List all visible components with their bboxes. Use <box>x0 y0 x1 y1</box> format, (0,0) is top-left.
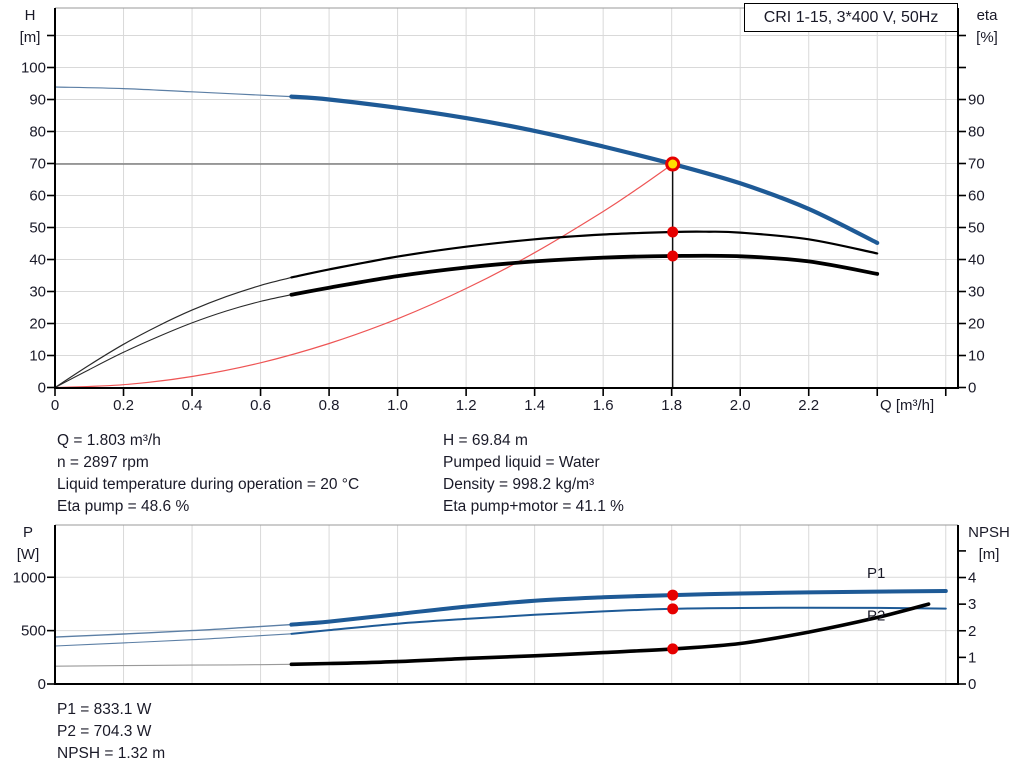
y-left-tick-label: 60 <box>29 188 46 205</box>
y-right-tick-label: 30 <box>968 284 985 301</box>
npsh-axis-title-line2: [m] <box>978 546 1000 563</box>
duty-value-dot <box>667 250 679 262</box>
y-right-tick-label: 0 <box>968 380 976 397</box>
p-axis-title-line1: P <box>22 524 33 541</box>
x-tick-label: 1.6 <box>593 397 614 414</box>
y-left-tick-label: 50 <box>29 220 46 237</box>
y-right-tick-label: 0 <box>968 676 976 693</box>
qh-eta-chart-curves <box>54 86 880 389</box>
eta-axis-title-line1: eta <box>976 7 998 24</box>
info-line-eta-pump: Eta pump = 48.6 % <box>57 498 190 515</box>
x-tick-label: 2.0 <box>730 397 751 414</box>
eta-axis-title: eta [%] <box>962 5 1012 49</box>
x-tick-label: 1.2 <box>456 397 477 414</box>
x-tick-label: 1.4 <box>524 397 545 414</box>
y-right-tick-label: 50 <box>968 220 985 237</box>
y-right-tick-label: 1 <box>968 649 976 666</box>
duty-value-dot <box>667 589 679 601</box>
info-line-liquid: Pumped liquid = Water <box>443 454 600 471</box>
y-right-tick-label: 4 <box>968 570 976 587</box>
duty-point-marker <box>665 156 681 172</box>
y-left-tick-label: 1000 <box>13 569 46 586</box>
chart-title: CRI 1-15, 3*400 V, 50Hz <box>763 8 939 26</box>
y-left-tick-label: 20 <box>29 316 46 333</box>
y-right-tick-label: 2 <box>968 623 976 640</box>
y-right-tick-label: 60 <box>968 188 985 205</box>
y-right-tick-label: 3 <box>968 596 976 613</box>
info-line-eta-total: Eta pump+motor = 41.1 % <box>443 498 624 515</box>
y-left-tick-label: 30 <box>29 284 46 301</box>
qh-eta-chart-markers <box>665 156 681 262</box>
y-right-tick-label: 20 <box>968 316 985 333</box>
y-left-tick-label: 500 <box>21 623 46 640</box>
info-line-h: H = 69.84 m <box>443 432 528 449</box>
info-line-n: n = 2897 rpm <box>57 454 149 471</box>
y-left-tick-label: 90 <box>29 92 46 109</box>
x-tick-label: 0 <box>51 397 59 414</box>
p-axis-title: P [W] <box>6 522 50 566</box>
p-axis-title-line2: [W] <box>16 546 40 563</box>
qh-eta-chart-axes <box>54 8 959 389</box>
h-axis-title-line2: [m] <box>19 29 41 46</box>
power-npsh-chart-ticks: 0 500 1000 0 1 2 3 4 <box>13 550 976 693</box>
y-left-tick-label: 0 <box>38 676 46 693</box>
chart-title-box: CRI 1-15, 3*400 V, 50Hz <box>744 3 958 32</box>
npsh-axis-title-line1: NPSH <box>968 524 1010 541</box>
y-right-tick-label: 80 <box>968 124 985 141</box>
y-right-tick-label: 90 <box>968 92 985 109</box>
y-left-tick-label: 0 <box>38 380 46 397</box>
y-right-tick-label: 70 <box>968 156 985 173</box>
power-npsh-chart-curves <box>54 589 948 667</box>
result-line-p2: P2 = 704.3 W <box>57 723 152 740</box>
x-tick-label: 1.8 <box>661 397 682 414</box>
x-axis-label: Q [m³/h] <box>880 397 934 414</box>
x-tick-label: 1.0 <box>387 397 408 414</box>
y-right-tick-label: 40 <box>968 252 985 269</box>
duty-value-dot <box>667 226 679 238</box>
result-line-p1: P1 = 833.1 W <box>57 701 152 718</box>
curve-label-p2: P2 <box>867 608 885 625</box>
info-line-density: Density = 998.2 kg/m³ <box>443 476 595 493</box>
h-axis-title-line1: H <box>24 7 36 24</box>
curve-label-p1: P1 <box>867 565 885 582</box>
qh-eta-chart-grid <box>55 7 958 388</box>
y-left-tick-label: 80 <box>29 124 46 141</box>
npsh-axis-title: NPSH [m] <box>960 522 1018 566</box>
y-left-tick-label: 100 <box>21 60 46 77</box>
eta-axis-title-line2: [%] <box>976 29 998 46</box>
y-left-tick-label: 70 <box>29 156 46 173</box>
y-left-tick-label: 40 <box>29 252 46 269</box>
duty-value-dot <box>667 643 679 655</box>
duty-value-dot <box>667 603 679 615</box>
x-tick-label: 0.6 <box>250 397 271 414</box>
h-axis-title: H [m] <box>8 5 52 49</box>
x-tick-label: 0.2 <box>113 397 134 414</box>
x-tick-label: 0.8 <box>319 397 340 414</box>
power-npsh-chart-axes <box>54 525 959 685</box>
x-tick-label: 2.2 <box>798 397 819 414</box>
result-line-npsh: NPSH = 1.32 m <box>57 745 166 762</box>
operating-point-info-left: Q = 1.803 m³/h n = 2897 rpm Liquid tempe… <box>57 430 359 518</box>
results-info: P1 = 833.1 W P2 = 704.3 W NPSH = 1.32 m <box>57 699 165 765</box>
info-line-q: Q = 1.803 m³/h <box>57 432 161 449</box>
qh-eta-chart-ticks: 0 10 20 30 40 50 60 70 80 90 100 0 10 20 30 40 50 60 70 80 9… <box>21 34 985 414</box>
qh-eta-chart-reference-lines <box>55 163 674 388</box>
power-npsh-chart-markers <box>667 589 679 655</box>
y-right-tick-label: 10 <box>968 348 985 365</box>
y-left-tick-label: 10 <box>29 348 46 365</box>
x-tick-label: 0.4 <box>182 397 203 414</box>
info-line-temp: Liquid temperature during operation = 20… <box>57 476 360 493</box>
operating-point-info-right: H = 69.84 m Pumped liquid = Water Densit… <box>443 430 624 518</box>
